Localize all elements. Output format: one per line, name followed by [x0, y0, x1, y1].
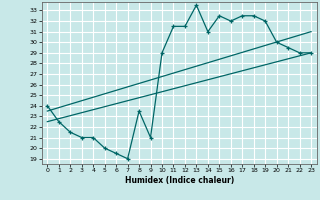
- X-axis label: Humidex (Indice chaleur): Humidex (Indice chaleur): [124, 176, 234, 185]
